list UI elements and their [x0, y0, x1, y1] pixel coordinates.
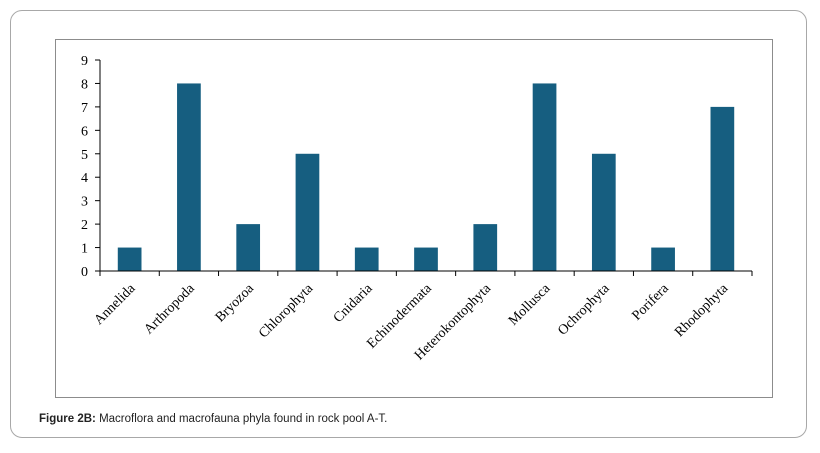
- bar-arthropoda: [177, 83, 201, 271]
- x-tick-label: Ochrophyta: [555, 281, 613, 339]
- y-tick-label: 0: [81, 265, 88, 280]
- x-tick-label: Chlorophyta: [256, 281, 317, 342]
- bar-annelida: [117, 247, 142, 271]
- x-tick-label: Rhodophyta: [672, 281, 732, 341]
- bar-chlorophyta: [295, 153, 320, 271]
- x-tick-label: Bryozoa: [213, 281, 258, 326]
- caption-label: Figure 2B:: [39, 413, 96, 425]
- y-tick-label: 8: [81, 77, 88, 92]
- y-tick-label: 9: [81, 54, 88, 69]
- y-tick-label: 5: [81, 148, 88, 163]
- y-tick-label: 3: [81, 195, 88, 210]
- figure-frame: 0 1 2 3 4 5 6 7 8 9 Annelida Arthropoda Bryozoa Chlo…: [10, 10, 807, 438]
- x-tick-label: Arthropoda: [141, 281, 198, 338]
- bar-porifera: [651, 247, 675, 271]
- y-tick-label: 2: [81, 218, 88, 233]
- figure-caption: Figure 2B: Macroflora and macrofauna phy…: [39, 413, 387, 425]
- bar-chart: 0 1 2 3 4 5 6 7 8 9 Annelida Arthropoda Bryozoa Chlo…: [81, 54, 753, 363]
- x-tick-label: Mollusca: [506, 281, 554, 329]
- bars: [117, 83, 735, 271]
- bar-cnidaria: [354, 247, 379, 271]
- x-axis: Annelida Arthropoda Bryozoa Chlorophyta Cnid…: [92, 270, 753, 363]
- chart-frame: 0 1 2 3 4 5 6 7 8 9 Annelida Arthropoda Bryozoa Chlo…: [55, 39, 773, 398]
- bar-echinodermata: [414, 247, 438, 271]
- y-tick-label: 6: [81, 124, 88, 139]
- bar-ochrophyta: [591, 153, 616, 271]
- x-tick-label: Porifera: [629, 281, 672, 324]
- y-tick-label: 1: [81, 242, 88, 257]
- y-tick-label: 4: [81, 171, 88, 186]
- y-tick-label: 7: [81, 101, 88, 116]
- x-tick-label: Annelida: [92, 281, 139, 328]
- x-tick-label: Cnidaria: [331, 281, 376, 326]
- bar-rhodophyta: [710, 106, 735, 271]
- bar-heterokontophyta: [473, 224, 498, 271]
- bar-bryozoa: [236, 224, 261, 271]
- caption-text: Macroflora and macrofauna phyla found in…: [95, 413, 388, 425]
- bar-mollusca: [532, 83, 557, 271]
- y-axis: 0 1 2 3 4 5 6 7 8 9: [81, 54, 101, 280]
